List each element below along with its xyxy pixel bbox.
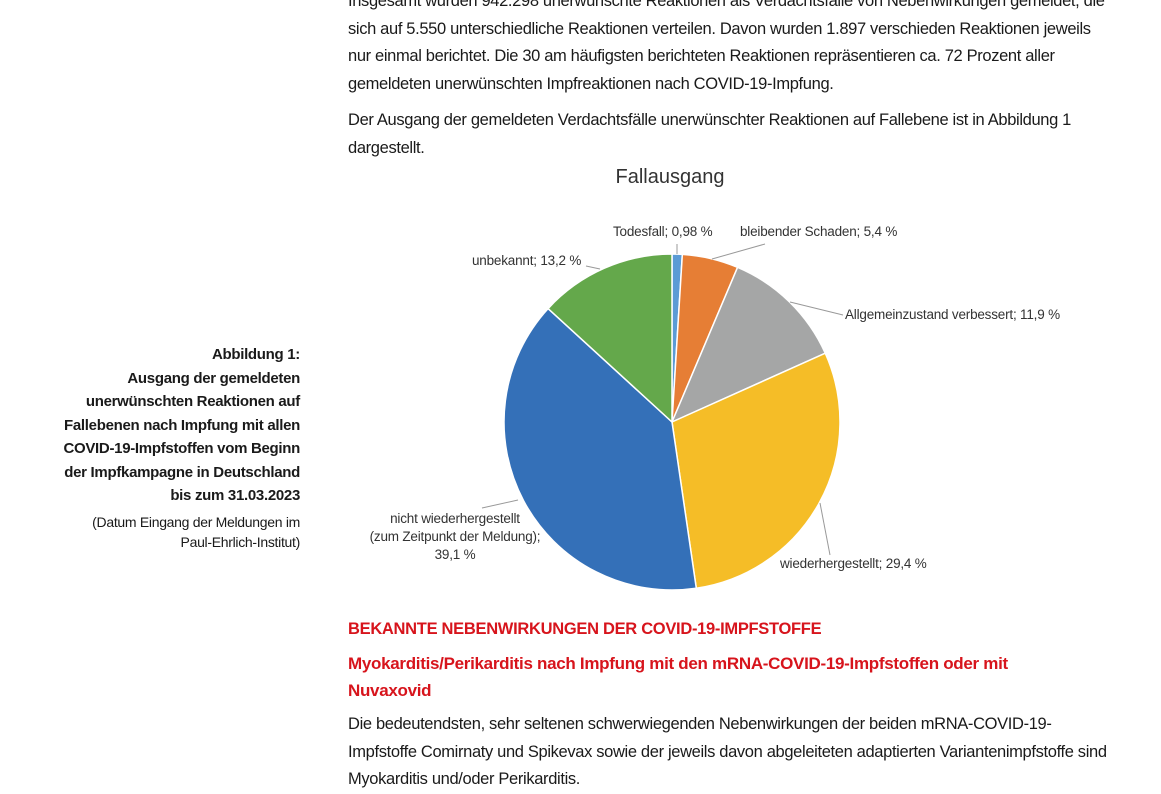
label-line: nicht wiederhergestellt xyxy=(390,511,520,526)
pie-slice-5 xyxy=(547,253,673,424)
label-line: (zum Zeitpunkt der Meldung); xyxy=(369,529,541,544)
label-nicht-wiederhergestellt: nicht wiederhergestellt (zum Zeitpunkt d… xyxy=(360,510,550,564)
intro-paragraph: Insgesamt wurden 942.298 unerwünschte Re… xyxy=(348,0,1105,94)
chart-title: Fallausgang xyxy=(615,166,725,188)
label-todesfall: Todesfall; 0,98 % xyxy=(613,224,713,239)
pie-slice-4 xyxy=(503,307,698,591)
label-bleibender-schaden: bleibender Schaden; 5,4 % xyxy=(740,224,898,239)
figure-reference-paragraph: Der Ausgang der gemeldeten Verdachtsfäll… xyxy=(348,111,1072,157)
section-body: Die bedeutendsten, sehr seltenen schwerw… xyxy=(348,715,1107,789)
figure-caption: Abbildung 1: Ausgang der gemeldeten uner… xyxy=(60,343,300,552)
label-allgemeinzustand: Allgemeinzustand verbessert; 11,9 % xyxy=(845,307,1060,322)
leader-line-wieder xyxy=(819,502,831,556)
caption-title: Ausgang der gemeldeten unerwünschten Rea… xyxy=(63,369,300,505)
pie-slice-3 xyxy=(671,352,841,590)
caption-note: (Datum Eingang der Meldungen im Paul-Ehr… xyxy=(92,513,300,550)
pie-slice-2 xyxy=(670,266,827,424)
label-unbekannt: unbekannt; 13,2 % xyxy=(472,253,582,268)
leader-line-bleibend xyxy=(711,243,766,260)
leader-line-allgemein xyxy=(789,301,844,316)
label-wiederhergestellt: wiederhergestellt; 29,4 % xyxy=(780,556,927,571)
leader-line-unbekannt xyxy=(585,265,601,270)
caption-label: Abbildung 1: xyxy=(211,346,300,363)
leader-line-nicht xyxy=(481,499,519,509)
leader-lines xyxy=(481,243,844,556)
label-line: 39,1 % xyxy=(434,547,476,562)
section-subheading: Myokarditis/Perikarditis nach Impfung mi… xyxy=(348,654,1008,700)
section-heading: BEKANNTE NEBENWIRKUNGEN DER COVID-19-IMP… xyxy=(348,620,822,638)
